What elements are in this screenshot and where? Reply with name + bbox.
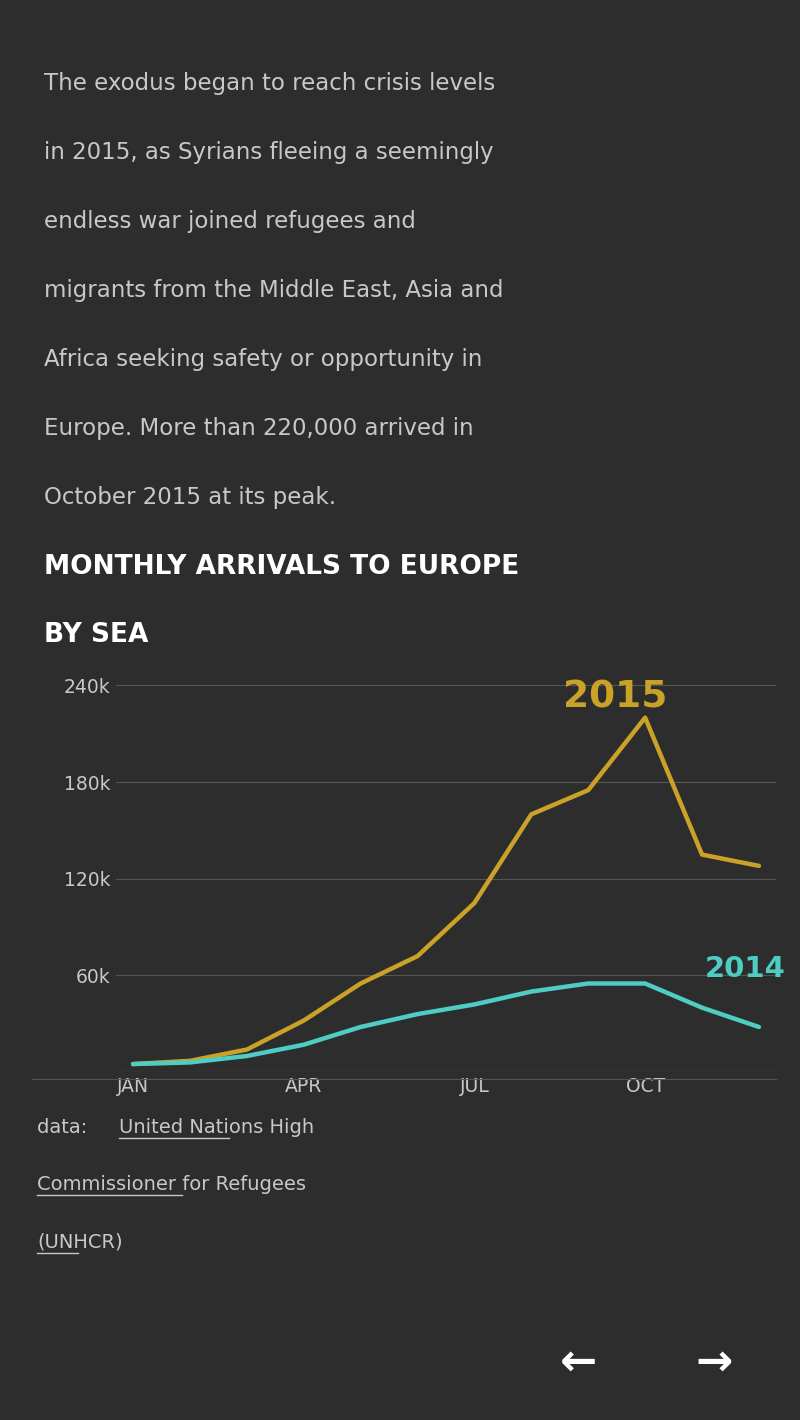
Text: MONTHLY ARRIVALS TO EUROPE: MONTHLY ARRIVALS TO EUROPE [44,554,519,579]
Text: ←: ← [560,1340,597,1383]
Text: 2014: 2014 [705,956,786,983]
Text: United Nations High: United Nations High [119,1118,314,1136]
Text: Commissioner for Refugees: Commissioner for Refugees [38,1176,306,1194]
Text: Africa seeking safety or opportunity in: Africa seeking safety or opportunity in [44,348,482,371]
Text: migrants from the Middle East, Asia and: migrants from the Middle East, Asia and [44,280,503,302]
Text: Europe. More than 220,000 arrived in: Europe. More than 220,000 arrived in [44,417,474,440]
Text: (UNHCR): (UNHCR) [38,1233,123,1251]
Text: The exodus began to reach crisis levels: The exodus began to reach crisis levels [44,72,495,95]
Text: endless war joined refugees and: endless war joined refugees and [44,210,416,233]
Text: 2015: 2015 [562,680,667,716]
Text: →: → [695,1340,732,1383]
Text: data:: data: [38,1118,94,1136]
Text: October 2015 at its peak.: October 2015 at its peak. [44,486,336,510]
Text: in 2015, as Syrians fleeing a seemingly: in 2015, as Syrians fleeing a seemingly [44,141,494,165]
Text: BY SEA: BY SEA [44,622,148,648]
